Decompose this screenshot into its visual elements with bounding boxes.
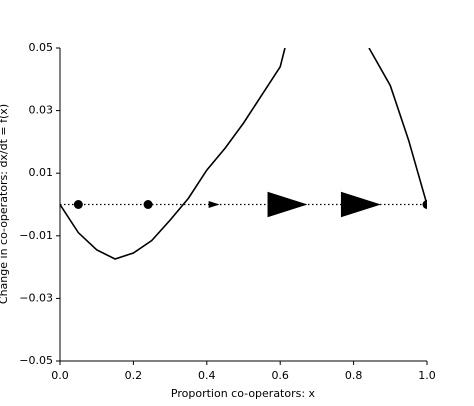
x-tick-label: 0.8 [345,369,363,382]
equilibrium-point [422,200,427,209]
equilibrium-point [143,200,153,209]
x-tick-label: 1.0 [418,369,436,382]
equilibrium-point [73,200,83,209]
arrow [340,191,381,218]
y-axis-label: Change in co-operators: dx/dt = f(x) [0,104,10,304]
y-tick-label: 0.05 [29,41,54,54]
x-tick-label: 0.4 [198,369,216,382]
y-tick-label: −0.01 [19,229,53,242]
plot-area [60,48,427,260]
arrow [208,200,220,209]
x-axis-label: Proportion co-operators: x [171,387,316,400]
y-tick-label: −0.03 [19,291,53,304]
x-tick-label: 0.2 [125,369,143,382]
y-tick-label: 0.03 [29,104,54,117]
x-tick-label: 0.0 [51,369,69,382]
x-tick-label: 0.6 [271,369,289,382]
y-tick-label: −0.05 [19,354,53,367]
arrow [267,191,308,218]
y-tick-label: 0.01 [29,166,54,179]
curve [60,48,427,260]
